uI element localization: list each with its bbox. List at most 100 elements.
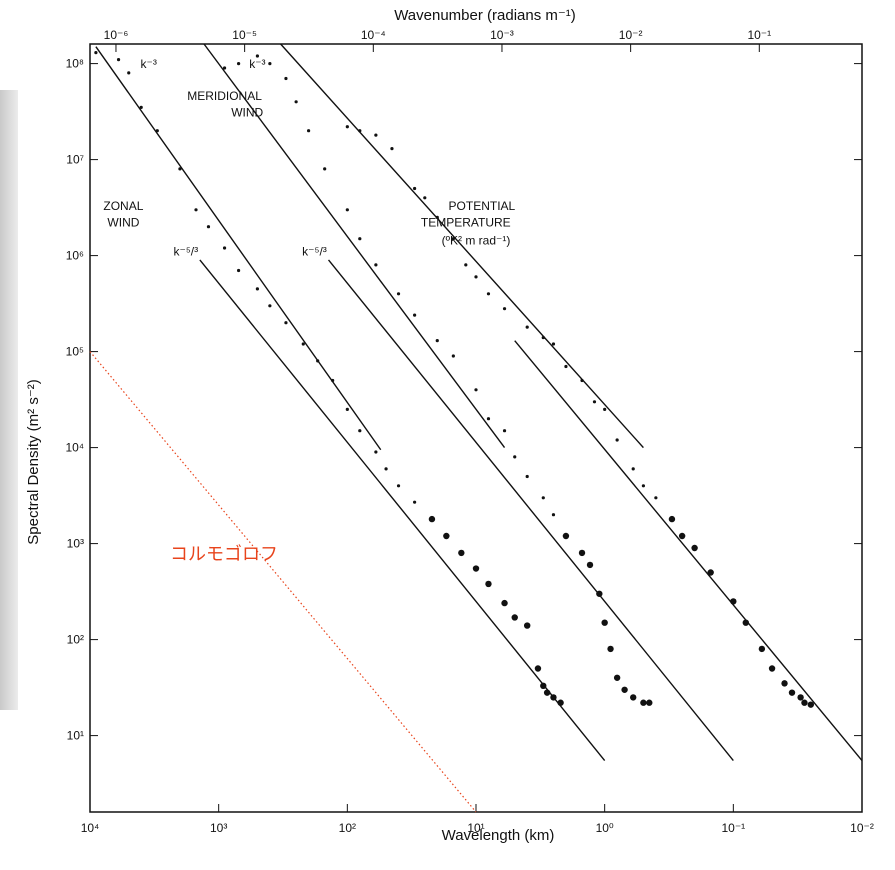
data-point (525, 474, 529, 479)
x-tick-label: 10² (339, 821, 356, 835)
data-point (255, 54, 259, 58)
data-point (413, 313, 417, 317)
data-point (358, 129, 362, 133)
data-point (501, 599, 508, 607)
x-tick-label: 10⁻² (850, 821, 874, 835)
data-point (730, 598, 737, 605)
data-point (486, 417, 491, 421)
plot-frame (89, 43, 863, 813)
data-point (413, 500, 417, 504)
data-point (621, 686, 628, 693)
data-point (788, 689, 796, 696)
data-point (550, 694, 557, 701)
data-point (374, 133, 378, 137)
data-point (707, 569, 714, 576)
y-tick-label: 10² (67, 633, 84, 647)
annotation-label: k⁻⁵/³ (174, 245, 199, 259)
x2-tick-label: 10⁻² (619, 28, 643, 42)
x2-tick-label: 10⁻⁴ (361, 28, 386, 42)
data-point (390, 147, 394, 151)
data-point (374, 450, 378, 454)
data-point (502, 429, 507, 433)
data-point (268, 61, 272, 66)
data-point (428, 515, 436, 523)
data-point (284, 321, 288, 325)
x2-tick-label: 10⁻¹ (747, 28, 771, 42)
data-point (464, 263, 468, 267)
data-point (607, 645, 614, 653)
data-point (486, 292, 491, 296)
data-point (396, 292, 401, 296)
data-point (551, 513, 556, 517)
y-tick-label: 10⁷ (66, 153, 84, 167)
reference-line (199, 259, 606, 761)
y-tick-label: 10⁸ (66, 57, 84, 71)
data-point (316, 359, 320, 363)
data-point (543, 689, 551, 696)
data-point (127, 71, 131, 75)
data-point (630, 694, 637, 701)
data-point (758, 645, 766, 653)
background-shadow (0, 90, 18, 710)
data-point (435, 215, 439, 219)
data-point (592, 400, 597, 404)
kolmogorov-overlay-label: コルモゴロフ (170, 544, 278, 565)
data-point (601, 619, 608, 626)
tick-marks (89, 44, 863, 812)
data-point (345, 208, 349, 212)
data-point (236, 61, 241, 66)
data-point (578, 549, 586, 557)
data-point (541, 496, 545, 500)
data-point (797, 694, 804, 701)
data-point (443, 532, 450, 540)
x2-tick-label: 10⁻³ (490, 28, 514, 42)
y-tick-label: 10⁴ (65, 441, 84, 455)
data-point (781, 680, 788, 687)
x-tick-labels: 10⁴ 10³ 10² 10¹ 10⁰ 10⁻¹ 10⁻² (81, 821, 874, 835)
data-point (613, 674, 621, 681)
data-point (384, 467, 388, 471)
data-point (551, 342, 556, 346)
data-point (236, 268, 241, 273)
x2-axis-label: Wavenumber (radians m⁻¹) (394, 7, 576, 24)
data-point (194, 208, 198, 212)
kolmogorov-overlay-line (89, 351, 477, 813)
data-point (222, 246, 227, 250)
data-point (646, 699, 653, 706)
data-point (615, 438, 619, 442)
data-point (485, 580, 492, 588)
data-point (345, 125, 349, 129)
data-point (331, 378, 335, 383)
data-point (511, 614, 518, 621)
data-point (691, 544, 698, 552)
data-point (358, 237, 362, 241)
data-points (94, 51, 814, 708)
data-point (155, 129, 159, 133)
annotation-label: (ºK² m rad⁻¹) (442, 234, 511, 248)
annotation-label: k⁻⁵/³ (302, 245, 327, 259)
x2-tick-label: 10⁻⁶ (104, 28, 129, 42)
annotation-label: ZONAL (103, 199, 143, 213)
annotation-label: WIND (231, 106, 263, 120)
x-tick-label: 10⁴ (81, 821, 100, 835)
data-point (374, 263, 378, 267)
y-tick-label: 10³ (67, 537, 84, 551)
data-point (640, 699, 647, 706)
data-point (307, 129, 311, 133)
data-point (586, 561, 594, 569)
data-point (534, 665, 542, 672)
reference-line (95, 46, 382, 451)
data-point (413, 186, 417, 191)
data-point (139, 105, 143, 109)
data-point (641, 484, 645, 488)
y-tick-label: 10¹ (67, 729, 84, 743)
data-point (206, 225, 211, 229)
x-tick-label: 10³ (210, 821, 227, 835)
data-point (268, 304, 272, 308)
data-point (742, 619, 750, 626)
data-point (541, 335, 545, 340)
data-point (284, 76, 288, 81)
reference-line (203, 43, 506, 449)
annotation-label: POTENTIAL (449, 199, 516, 213)
